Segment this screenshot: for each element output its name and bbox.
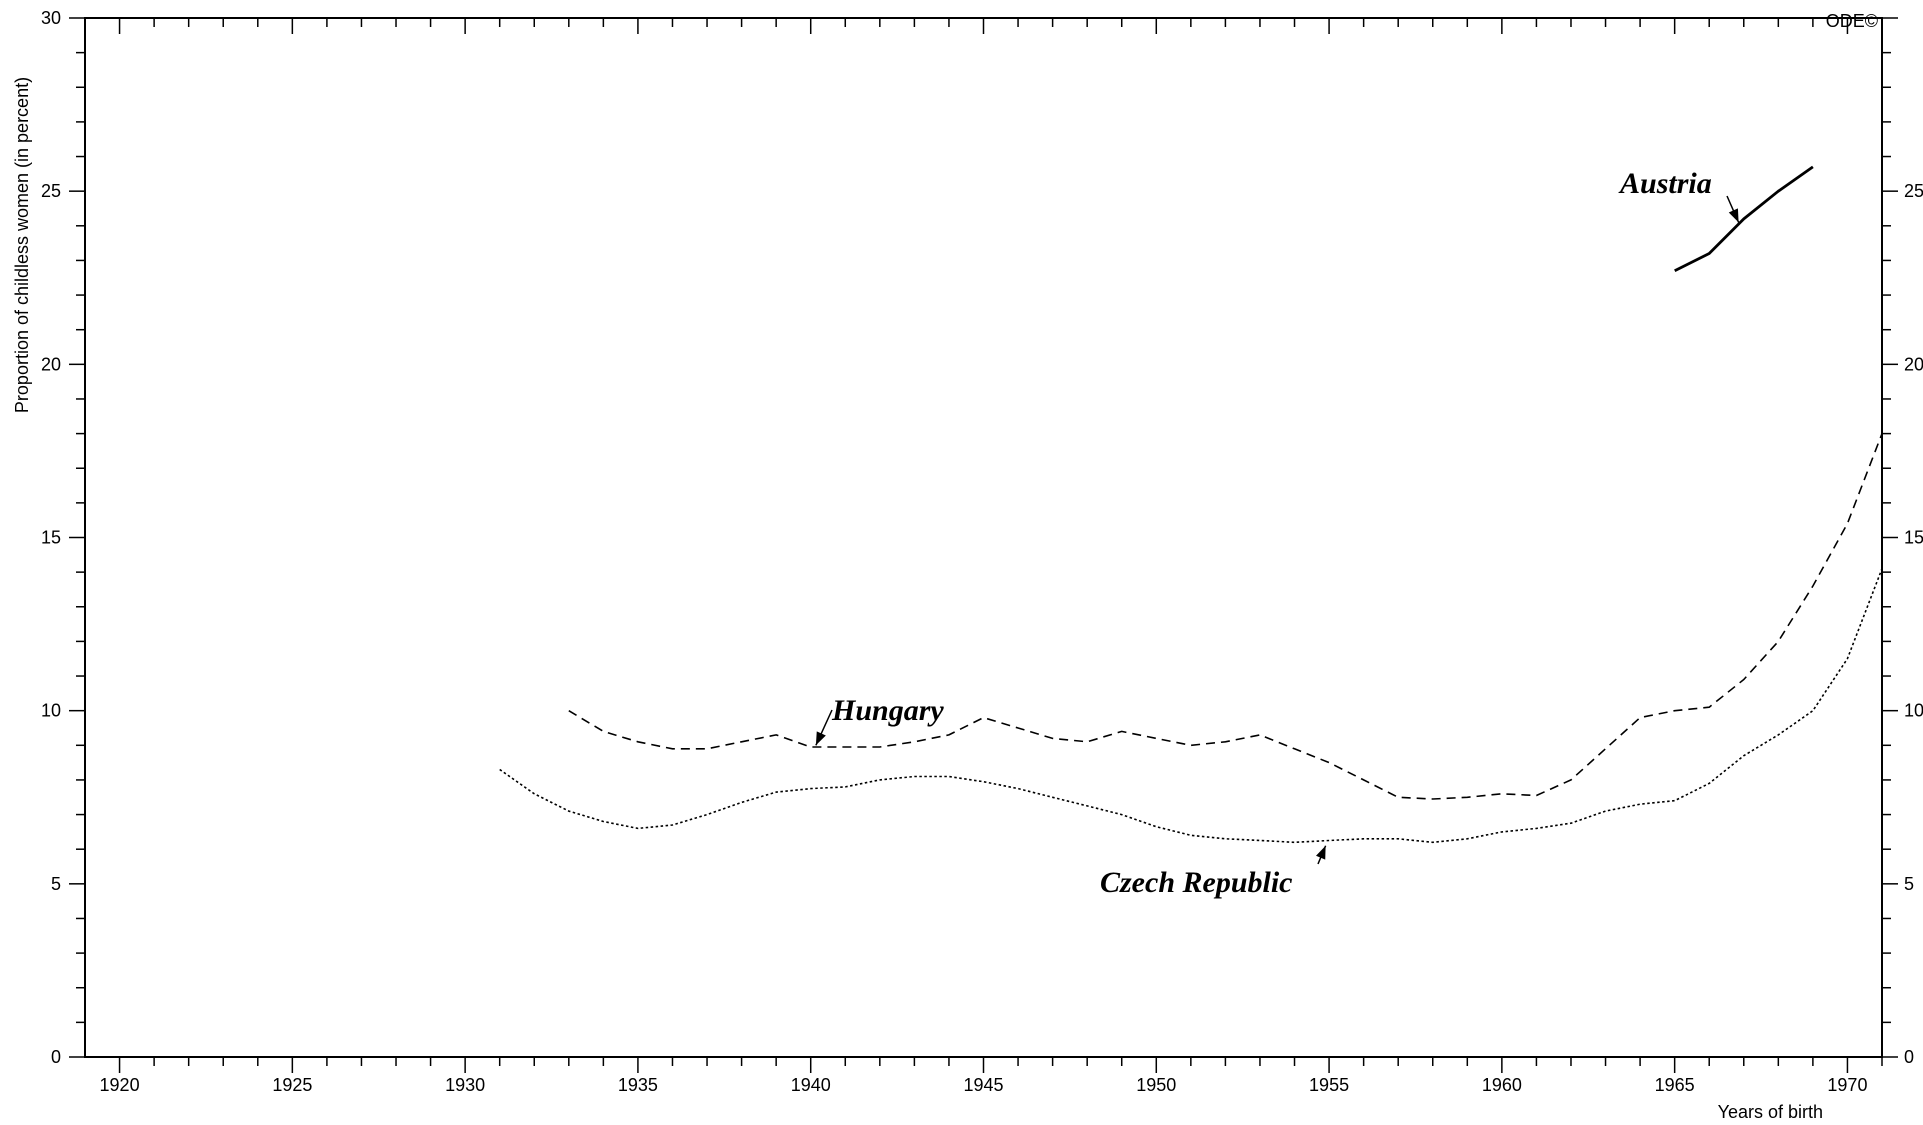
x-axis-label: Years of birth (1718, 1102, 1823, 1122)
y-tick-label-left: 15 (41, 528, 61, 548)
y-tick-label-right: 25 (1904, 181, 1923, 201)
label-czech-republic: Czech Republic (1100, 866, 1293, 899)
x-tick-label: 1930 (445, 1075, 485, 1095)
x-tick-label: 1965 (1655, 1075, 1695, 1095)
x-tick-label: 1920 (100, 1075, 140, 1095)
y-tick-label-left: 30 (41, 8, 61, 28)
y-axis-label: Proportion of childless women (in percen… (12, 77, 32, 413)
series-line-austria (1674, 165, 1814, 273)
series-line-hungary (568, 433, 1883, 800)
x-tick-label: 1935 (618, 1075, 658, 1095)
y-tick-label-left: 5 (51, 874, 61, 894)
arrow-czech-republic-head (1316, 845, 1326, 860)
arrow-hungary-head (815, 731, 826, 746)
watermark: ODE© (1826, 11, 1878, 31)
x-tick-label: 1960 (1482, 1075, 1522, 1095)
plot-frame (84, 17, 1883, 1058)
x-tick-label: 1950 (1136, 1075, 1176, 1095)
y-tick-label-left: 0 (51, 1047, 61, 1067)
y-tick-label-right: 0 (1904, 1047, 1914, 1067)
label-austria: Austria (1618, 167, 1712, 200)
x-tick-label: 1940 (791, 1075, 831, 1095)
x-tick-label: 1925 (272, 1075, 312, 1095)
y-tick-label-right: 15 (1904, 528, 1923, 548)
y-tick-label-right: 10 (1904, 701, 1923, 721)
y-tick-label-left: 10 (41, 701, 61, 721)
x-tick-label: 1970 (1827, 1075, 1867, 1095)
label-hungary: Hungary (831, 694, 944, 727)
arrow-austria-head (1728, 208, 1739, 223)
y-tick-label-left: 20 (41, 354, 61, 374)
x-tick-label: 1955 (1309, 1075, 1349, 1095)
y-tick-label-right: 5 (1904, 874, 1914, 894)
x-tick-label: 1945 (963, 1075, 1003, 1095)
y-tick-label-left: 25 (41, 181, 61, 201)
series-line-czech-republic (499, 568, 1883, 844)
y-tick-label-right: 20 (1904, 354, 1923, 374)
